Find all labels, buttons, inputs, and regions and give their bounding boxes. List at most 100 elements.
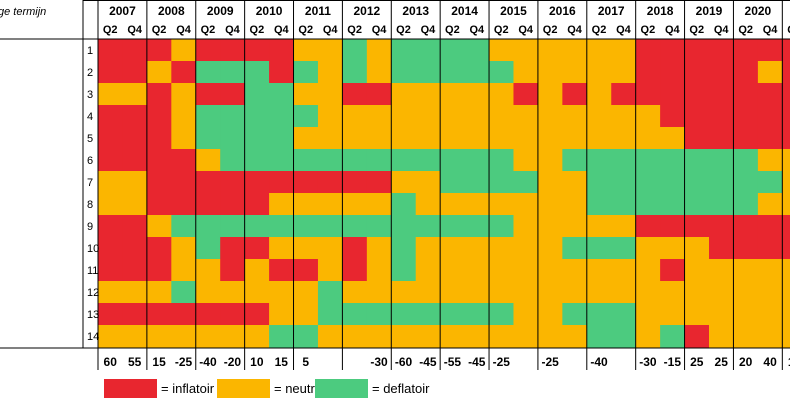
heatmap-cell (293, 171, 319, 194)
heatmap-cell (513, 281, 539, 304)
heatmap-cell (244, 61, 270, 84)
heatmap-cell (660, 127, 686, 150)
heatmap-cell (586, 39, 612, 62)
heatmap-cell (684, 149, 710, 172)
heatmap-cell (317, 237, 343, 260)
bottom-value-label: -40 (590, 355, 608, 369)
heatmap-cell (195, 83, 221, 106)
year-label: 2012 (353, 4, 380, 18)
year-label: 2020 (745, 4, 772, 18)
heatmap-cell (464, 281, 490, 304)
heatmap-cell (146, 149, 172, 172)
heatmap-cell (317, 215, 343, 238)
heatmap-cell (391, 149, 417, 172)
heatmap-cell (293, 149, 319, 172)
heatmap-cell (342, 83, 368, 106)
heatmap-cell (757, 303, 783, 326)
heatmap-cell (122, 127, 148, 150)
bottom-value-label: -55 (444, 355, 462, 369)
heatmap-cell (635, 237, 661, 260)
heatmap-cell (757, 237, 783, 260)
heatmap-cell (709, 303, 735, 326)
heatmap-cell (366, 83, 392, 106)
heatmap-cell (513, 171, 539, 194)
heatmap-cell (586, 105, 612, 128)
heatmap-cell (489, 127, 515, 150)
heatmap-cell (98, 39, 124, 62)
heatmap-cell (537, 303, 563, 326)
heatmap-cell (122, 149, 148, 172)
heatmap-cell (635, 61, 661, 84)
heatmap-cell (440, 105, 466, 128)
heatmap-cell (489, 171, 515, 194)
heatmap-cell (98, 193, 124, 216)
heatmap-cell (317, 259, 343, 282)
heatmap-cell (489, 259, 515, 282)
heatmap-cell (635, 303, 661, 326)
heatmap-cell (513, 149, 539, 172)
bottom-value-label: 60 (104, 355, 118, 369)
heatmap-cell (489, 193, 515, 216)
heatmap-cell (122, 281, 148, 304)
heatmap-cell (611, 171, 637, 194)
heatmap-cell (269, 325, 295, 348)
quarter-label: Q4 (127, 24, 143, 36)
heatmap-cell (757, 83, 783, 106)
heatmap-cell (684, 215, 710, 238)
heatmap-cell (98, 325, 124, 348)
row-label: 3 (87, 89, 93, 101)
row-label: 14 (87, 331, 99, 343)
heatmap-cell (269, 83, 295, 106)
heatmap-cell (489, 149, 515, 172)
heatmap-cell (489, 281, 515, 304)
heatmap-cell (195, 237, 221, 260)
bottom-value-label: 25 (690, 355, 704, 369)
heatmap-cell (611, 83, 637, 106)
heatmap-cell (244, 171, 270, 194)
heatmap-cell (709, 83, 735, 106)
heatmap-cell (537, 171, 563, 194)
heatmap-cell (317, 83, 343, 106)
heatmap-cell (269, 259, 295, 282)
quarter-label: Q2 (787, 24, 790, 36)
heatmap-cell (98, 237, 124, 260)
heatmap-cell (684, 127, 710, 150)
heatmap-cell (195, 259, 221, 282)
heatmap-cell (244, 281, 270, 304)
heatmap-cell (366, 193, 392, 216)
heatmap-cell (415, 325, 441, 348)
bottom-value-label: -25 (541, 355, 559, 369)
heatmap-cell (635, 215, 661, 238)
heatmap-cell (635, 39, 661, 62)
heatmap-cell (317, 61, 343, 84)
heatmap-cell (342, 281, 368, 304)
heatmap-cell (317, 149, 343, 172)
heatmap-cell (269, 215, 295, 238)
heatmap-cell (244, 105, 270, 128)
quarter-label: Q2 (396, 24, 411, 36)
row-label: 6 (87, 155, 93, 167)
heatmap-cell (415, 281, 441, 304)
heatmap-cell (415, 105, 441, 128)
heatmap-cell (537, 237, 563, 260)
legend-inflatoir: = inflatoir (104, 378, 214, 398)
heatmap-cell (366, 127, 392, 150)
heatmap-cell (757, 325, 783, 348)
bottom-value-label: 5 (302, 355, 309, 369)
heatmap-cell (415, 127, 441, 150)
heatmap-cell (660, 83, 686, 106)
heatmap-cell (660, 281, 686, 304)
heatmap-cell (342, 39, 368, 62)
heatmap-cell (489, 237, 515, 260)
bottom-value-label: 20 (739, 355, 753, 369)
heatmap-cell (269, 149, 295, 172)
bottom-value-label: 55 (128, 355, 142, 369)
heatmap-cell (709, 237, 735, 260)
heatmap-cell (317, 39, 343, 62)
heatmap-cell (98, 83, 124, 106)
heatmap-cell (611, 259, 637, 282)
heatmap-cell (586, 171, 612, 194)
heatmap-cell (317, 281, 343, 304)
heatmap-cell (415, 237, 441, 260)
